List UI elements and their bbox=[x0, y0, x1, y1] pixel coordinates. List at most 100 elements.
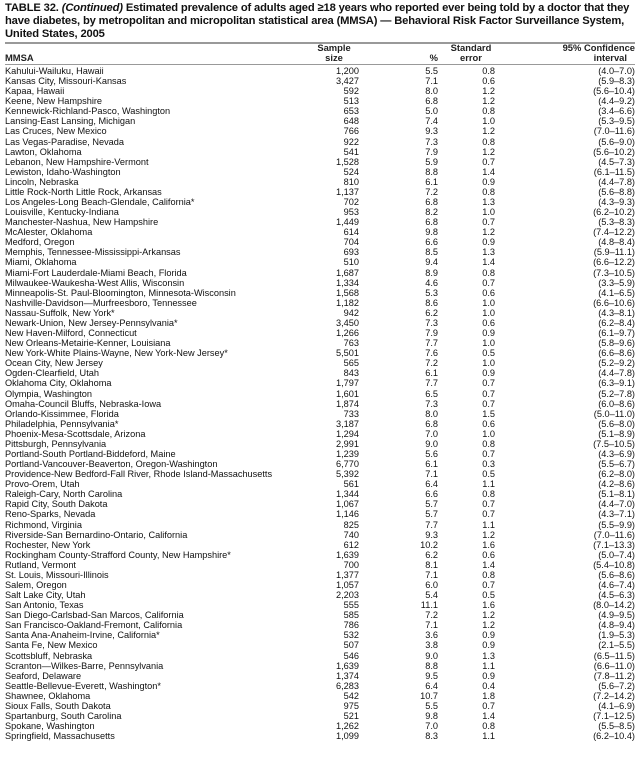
table-row: Philadelphia, Pennsylvania* 3,187 6.8 0.6 (5… bbox=[5, 419, 635, 429]
mmsa-cell: San Francisco-Oakland-Fremont, Californi… bbox=[5, 620, 183, 631]
mmsa-cell: Olympia, Washington bbox=[5, 388, 92, 399]
confidence-interval-cell: (5.2–7.8) bbox=[598, 388, 635, 399]
sample-size-cell: 565 bbox=[343, 358, 359, 369]
percent-cell: 6.6 bbox=[425, 489, 438, 500]
sample-size-cell: 653 bbox=[343, 106, 359, 117]
percent-cell: 5.6 bbox=[425, 448, 438, 459]
sample-size-cell: 825 bbox=[343, 519, 359, 530]
standard-error-cell: 1.2 bbox=[482, 620, 495, 631]
mmsa-cell: Orlando-Kissimmee, Florida bbox=[5, 408, 119, 419]
percent-cell: 6.6 bbox=[425, 237, 438, 248]
sample-size-cell: 1,377 bbox=[336, 569, 359, 580]
percent-cell: 7.1 bbox=[425, 76, 438, 87]
percent-cell: 7.9 bbox=[425, 328, 438, 339]
mmsa-cell: Miami-Fort Lauderdale-Miami Beach, Flori… bbox=[5, 267, 187, 278]
confidence-interval-cell: (3.4–6.6) bbox=[598, 106, 635, 117]
table-row: Minneapolis-St. Paul-Bloomington, Minnes… bbox=[5, 288, 635, 298]
percent-cell: 7.3 bbox=[425, 317, 438, 328]
confidence-interval-cell: (5.6–8.0) bbox=[598, 418, 635, 429]
mmsa-cell: Medford, Oregon bbox=[5, 237, 75, 248]
table-row: Las Cruces, New Mexico 766 9.3 1.2 (7.0–11.6… bbox=[5, 126, 635, 136]
percent-cell: 8.6 bbox=[425, 297, 438, 308]
sample-size-cell: 2,991 bbox=[336, 438, 359, 449]
confidence-interval-cell: (5.3–8.3) bbox=[598, 217, 635, 228]
mmsa-cell: Kapaa, Hawaii bbox=[5, 86, 65, 97]
table-row: Lebanon, New Hampshire-Vermont 1,528 5.9 0.… bbox=[5, 157, 635, 167]
standard-error-cell: 0.9 bbox=[482, 368, 495, 379]
sample-size-cell: 6,770 bbox=[336, 459, 359, 470]
sample-size-cell: 541 bbox=[343, 146, 359, 157]
table-row: Spartanburg, South Carolina 521 9.8 1.4 (7.1… bbox=[5, 711, 635, 721]
table-row: Santa Ana-Anaheim-Irvine, California* 532… bbox=[5, 630, 635, 640]
confidence-interval-cell: (6.2–8.0) bbox=[598, 469, 635, 480]
confidence-interval-cell: (4.4–7.8) bbox=[598, 176, 635, 187]
standard-error-cell: 0.7 bbox=[482, 156, 495, 167]
table-row: Rapid City, South Dakota 1,067 5.7 0.7 (4.4–… bbox=[5, 499, 635, 509]
table-row: Lansing-East Lansing, Michigan 648 7.4 1.0 (… bbox=[5, 116, 635, 126]
percent-cell: 7.2 bbox=[425, 610, 438, 621]
mmsa-cell: New Haven-Milford, Connecticut bbox=[5, 328, 137, 339]
standard-error-cell: 1.3 bbox=[482, 247, 495, 258]
percent-cell: 8.1 bbox=[425, 559, 438, 570]
standard-error-cell: 1.1 bbox=[482, 731, 495, 742]
percent-cell: 6.8 bbox=[425, 197, 438, 208]
table-row: Ogden-Clearfield, Utah 843 6.1 0.9 (4.4–7.8) bbox=[5, 368, 635, 378]
sample-size-cell: 1,137 bbox=[336, 186, 359, 197]
top-rule bbox=[5, 42, 635, 44]
standard-error-cell: 0.8 bbox=[482, 267, 495, 278]
standard-error-cell: 1.2 bbox=[482, 529, 495, 540]
confidence-interval-cell: (4.0–7.0) bbox=[598, 66, 635, 76]
standard-error-cell: 0.7 bbox=[482, 448, 495, 459]
standard-error-cell: 0.6 bbox=[482, 418, 495, 429]
table-row: St. Louis, Missouri-Illinois 1,377 7.1 0.8 (… bbox=[5, 570, 635, 580]
sample-size-cell: 5,392 bbox=[336, 469, 359, 480]
percent-cell: 5.7 bbox=[425, 499, 438, 510]
confidence-interval-cell: (4.5–6.3) bbox=[598, 590, 635, 601]
sample-size-cell: 1,449 bbox=[336, 217, 359, 228]
confidence-interval-cell: (4.6–7.4) bbox=[598, 579, 635, 590]
mmsa-cell: Ogden-Clearfield, Utah bbox=[5, 368, 99, 379]
percent-cell: 6.2 bbox=[425, 549, 438, 560]
mmsa-cell: San Diego-Carlsbad-San Marcos, Californi… bbox=[5, 610, 184, 621]
confidence-interval-cell: (5.6–10.4) bbox=[593, 86, 635, 97]
table-row: Seaford, Delaware 1,374 9.5 0.9 (7.8–11.2) bbox=[5, 671, 635, 681]
confidence-interval-cell: (5.3–9.5) bbox=[598, 116, 635, 127]
mmsa-cell: Louisville, Kentucky-Indiana bbox=[5, 207, 119, 218]
confidence-interval-cell: (3.3–5.9) bbox=[598, 277, 635, 288]
standard-error-cell: 1.5 bbox=[482, 408, 495, 419]
sample-size-cell: 542 bbox=[343, 690, 359, 701]
mmsa-cell: Riverside-San Bernardino-Ontario, Califo… bbox=[5, 529, 188, 540]
table-row: Omaha-Council Bluffs, Nebraska-Iowa 1,874… bbox=[5, 399, 635, 409]
table-row: Lincoln, Nebraska 810 6.1 0.9 (4.4–7.8) bbox=[5, 177, 635, 187]
table-row: Kapaa, Hawaii 592 8.0 1.2 (5.6–10.4) bbox=[5, 86, 635, 96]
table-title: TABLE 32. (Continued) Estimated prevalen… bbox=[5, 2, 637, 41]
confidence-interval-cell: (6.6–10.6) bbox=[593, 297, 635, 308]
percent-cell: 7.2 bbox=[425, 358, 438, 369]
table-row: McAlester, Oklahoma 614 9.8 1.2 (7.4–12.2) bbox=[5, 227, 635, 237]
confidence-interval-cell: (6.3–9.1) bbox=[598, 378, 635, 389]
percent-cell: 8.8 bbox=[425, 660, 438, 671]
confidence-interval-cell: (6.5–11.5) bbox=[593, 650, 635, 661]
confidence-interval-cell: (4.1–6.5) bbox=[598, 287, 635, 298]
percent-cell: 5.5 bbox=[425, 66, 438, 76]
mmsa-cell: Lansing-East Lansing, Michigan bbox=[5, 116, 136, 127]
mmsa-cell: McAlester, Oklahoma bbox=[5, 227, 93, 238]
table-row: Reno-Sparks, Nevada 1,146 5.7 0.7 (4.3–7.1) bbox=[5, 509, 635, 519]
sample-size-cell: 1,262 bbox=[336, 721, 359, 732]
confidence-interval-cell: (5.6–9.0) bbox=[598, 136, 635, 147]
confidence-interval-cell: (6.2–8.4) bbox=[598, 317, 635, 328]
confidence-interval-cell: (5.4–10.8) bbox=[593, 559, 635, 570]
table-row: Oklahoma City, Oklahoma 1,797 7.7 0.7 (6.3–9… bbox=[5, 378, 635, 388]
percent-cell: 8.2 bbox=[425, 207, 438, 218]
sample-size-cell: 1,294 bbox=[336, 428, 359, 439]
table-row: Newark-Union, New Jersey-Pennsylvania* 3,… bbox=[5, 318, 635, 328]
table-row: Rochester, New York 612 10.2 1.6 (7.1–13.3) bbox=[5, 540, 635, 550]
percent-cell: 6.0 bbox=[425, 579, 438, 590]
sample-size-cell: 555 bbox=[343, 600, 359, 611]
sample-size-cell: 786 bbox=[343, 620, 359, 631]
mmsa-cell: Sioux Falls, South Dakota bbox=[5, 700, 111, 711]
confidence-interval-cell: (5.6–10.2) bbox=[593, 146, 635, 157]
sample-size-cell: 507 bbox=[343, 640, 359, 651]
percent-cell: 8.3 bbox=[425, 731, 438, 742]
confidence-interval-cell: (5.1–8.1) bbox=[598, 489, 635, 500]
